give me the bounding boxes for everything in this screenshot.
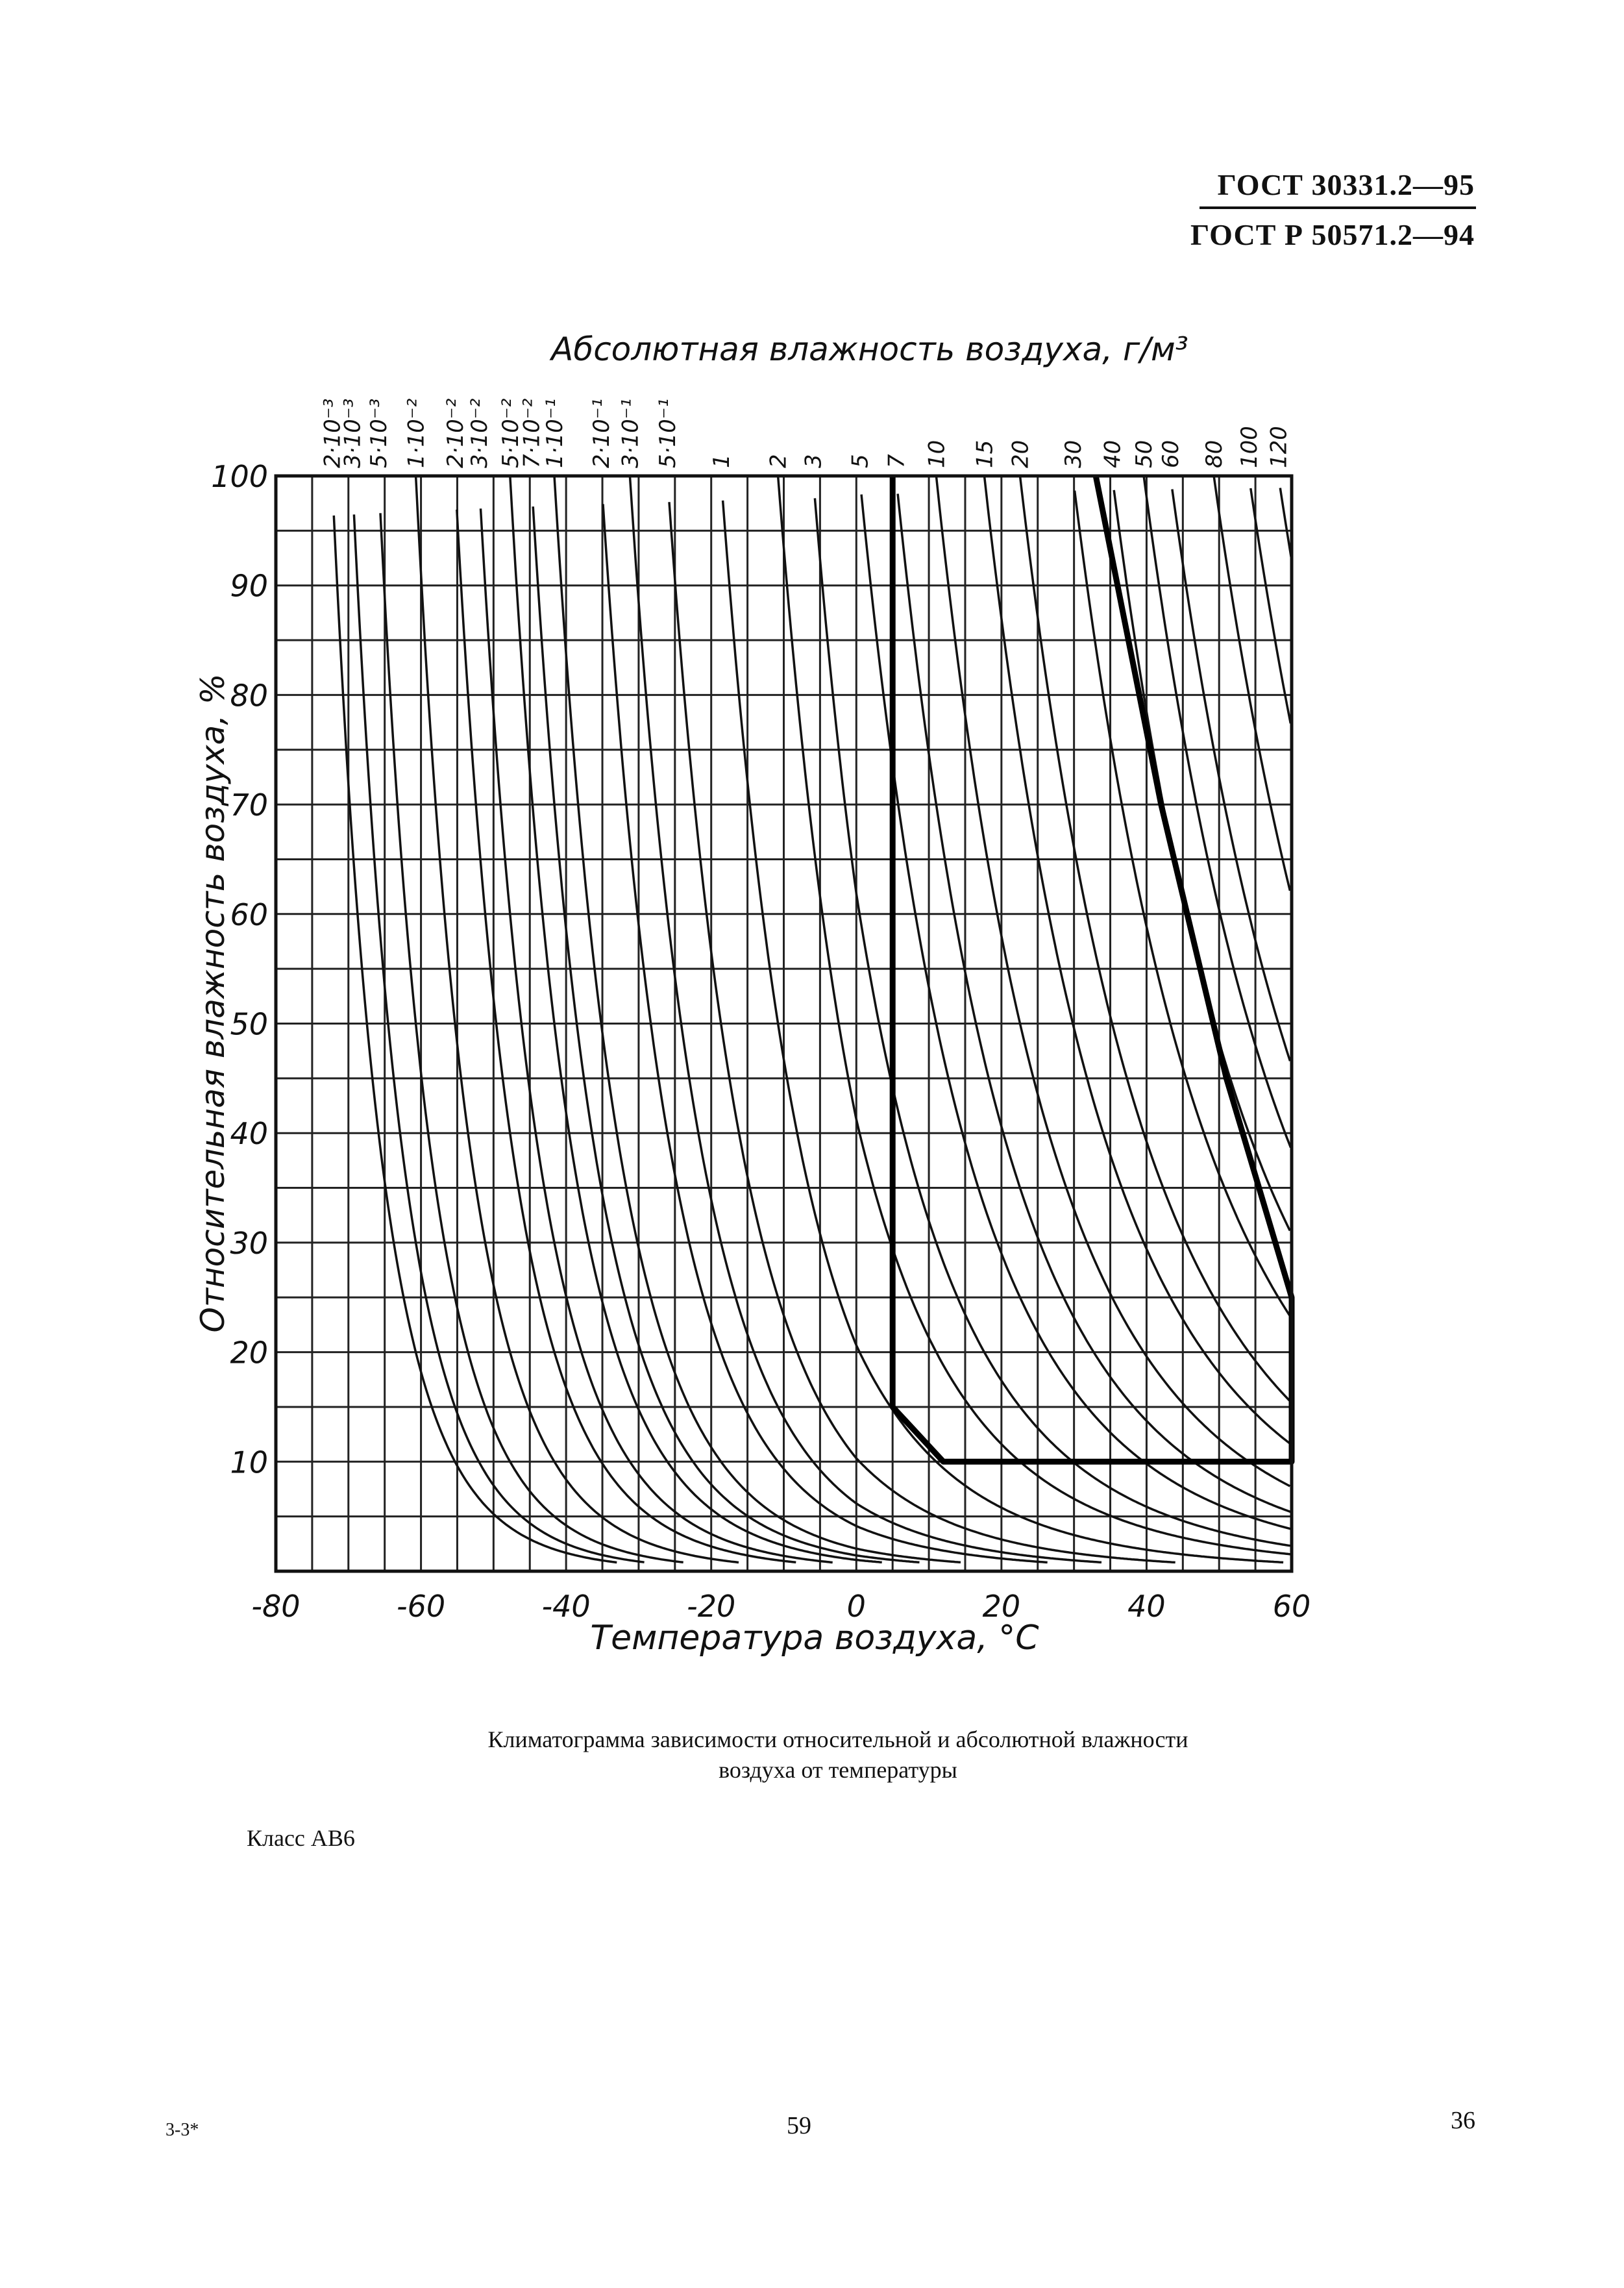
top-axis-labels: 2·10⁻³3·10⁻³ 5·10⁻³ 1·10⁻² 2·10⁻²3·10⁻² 5·10… [320, 398, 1292, 468]
x-tick-label: 40 [1127, 1589, 1166, 1624]
humidity-curve [414, 475, 739, 1564]
x-axis-ticks: -80 -60 -40 -20 0 20 40 60 [251, 1589, 1310, 1624]
class-label: Класс АВ6 [247, 1825, 355, 1851]
plot-frame [274, 474, 1294, 1573]
y-tick-label: 90 [230, 569, 268, 604]
humidity-curve [935, 475, 1291, 1487]
x-tick-label: -80 [251, 1589, 300, 1624]
series-label: 2·10⁻² [443, 398, 469, 468]
series-label: 3·10⁻³ [340, 399, 366, 468]
humidity-curve [776, 475, 1292, 1556]
series-label: 50 [1131, 440, 1157, 468]
series-label: 40 [1100, 440, 1126, 468]
humidity-curve [1212, 475, 1292, 891]
humidity-curve [983, 475, 1292, 1445]
y-axis-label: Относительная влажность воздуха, % [194, 673, 232, 1332]
humidity-curve [456, 509, 796, 1564]
x-tick-label: 20 [983, 1589, 1021, 1624]
humidity-curve [721, 500, 1284, 1564]
x-tick-label: -20 [687, 1589, 735, 1624]
humidity-curve [479, 508, 833, 1564]
series-label: 1·10⁻¹ [542, 399, 568, 468]
header-divider [1200, 206, 1476, 209]
humidity-curve [602, 504, 1048, 1564]
series-label: 5·10⁻¹ [655, 399, 681, 468]
footer-right: 36 [1451, 2107, 1475, 2134]
figure-caption-line-1: Климатограмма зависимости относительной … [487, 1726, 1188, 1752]
series-label: 7 [883, 454, 909, 468]
series-label: 30 [1061, 440, 1087, 468]
series-label: 2 [766, 454, 792, 468]
humidity-curve [532, 506, 920, 1564]
y-tick-label: 100 [211, 459, 268, 494]
figure-caption-line-2: воздуха от температуры [719, 1757, 957, 1783]
humidity-curve [860, 494, 1292, 1530]
y-tick-label: 80 [230, 678, 268, 713]
series-label: 20 [1008, 440, 1034, 468]
x-tick-label: -60 [397, 1589, 445, 1624]
humidity-curve [553, 475, 961, 1564]
y-axis-ticks: 10 20 30 40 50 60 70 80 90 100 [211, 459, 268, 1480]
series-label: 2·10⁻¹ [589, 399, 615, 468]
series-label: 2·10⁻³ [320, 399, 346, 468]
y-tick-label: 50 [230, 1007, 268, 1042]
y-tick-label: 20 [230, 1336, 268, 1371]
chart-grid [276, 476, 1292, 1571]
series-label: 3 [801, 454, 827, 468]
footer-left: 3-3* [166, 2120, 199, 2140]
y-tick-label: 60 [230, 897, 268, 932]
humidity-curve [1171, 489, 1292, 1062]
header-standard-1: ГОСТ 30331.2—95 [1217, 168, 1475, 201]
series-label: 1 [709, 454, 735, 468]
series-label: 10 [924, 440, 950, 468]
series-label: 120 [1266, 426, 1292, 468]
humidity-curve [352, 514, 645, 1563]
x-tick-label: 60 [1273, 1589, 1311, 1624]
humidity-curve [379, 513, 683, 1564]
humidity-curve [1018, 475, 1292, 1402]
humidity-curve [509, 475, 882, 1564]
humidity-curve [1249, 488, 1292, 724]
humidity-curve [1279, 488, 1292, 558]
series-label: 5 [847, 454, 873, 468]
series-label: 3·10⁻¹ [617, 399, 643, 468]
humidity-curve [332, 515, 617, 1564]
series-label: 100 [1236, 426, 1262, 468]
series-label: 60 [1158, 440, 1184, 468]
series-label: 7·10⁻² [519, 398, 545, 468]
series-label: 15 [972, 440, 998, 468]
series-label: 5·10⁻² [498, 398, 524, 468]
page-number: 59 [787, 2112, 811, 2139]
climatogram-chart: Абсолютная влажность воздуха, г/м³ 2·10⁻… [194, 330, 1310, 1658]
series-label: 3·10⁻² [467, 398, 493, 468]
series-label: 80 [1201, 440, 1227, 468]
x-tick-label: 0 [847, 1589, 866, 1624]
humidity-curve [1073, 490, 1292, 1318]
chart-title: Абсолютная влажность воздуха, г/м³ [549, 330, 1188, 368]
y-tick-label: 10 [230, 1445, 268, 1480]
x-tick-label: -40 [542, 1589, 591, 1624]
y-tick-label: 70 [230, 788, 268, 823]
series-label: 1·10⁻² [404, 398, 430, 468]
y-tick-label: 40 [230, 1116, 268, 1151]
x-axis-label: Температура воздуха, °С [590, 1619, 1039, 1658]
humidity-curve [896, 493, 1292, 1513]
header-standard-2: ГОСТ Р 50571.2—94 [1190, 218, 1475, 251]
humidity-curves [332, 475, 1292, 1564]
humidity-curve [1142, 475, 1292, 1149]
humidity-curve [668, 502, 1175, 1564]
y-tick-label: 30 [230, 1226, 268, 1261]
series-label: 5·10⁻³ [366, 399, 392, 468]
humidity-curve [628, 475, 1102, 1564]
